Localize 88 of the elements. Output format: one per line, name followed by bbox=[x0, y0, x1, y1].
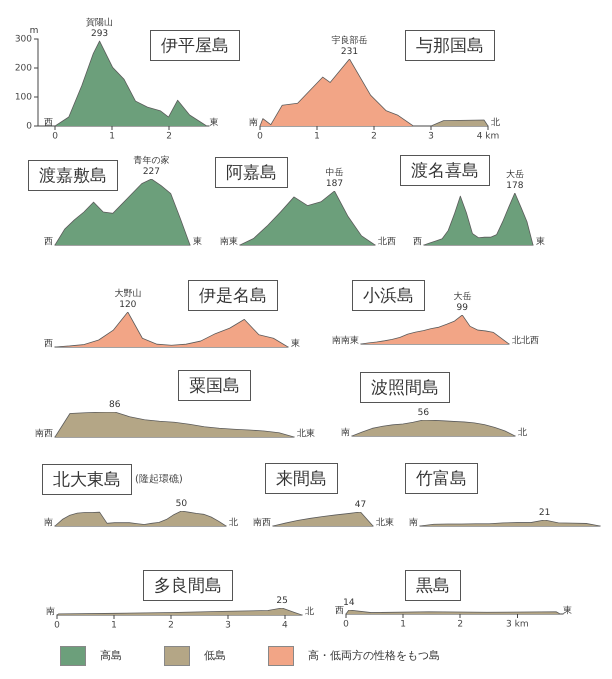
x-tick-label: 2 bbox=[168, 620, 174, 631]
chart-title: 与那国島 bbox=[405, 30, 495, 61]
category-label: 高・低両方の性格をもつ島 bbox=[307, 648, 440, 664]
annotation: 東 bbox=[563, 604, 572, 616]
text: 東 bbox=[291, 338, 300, 349]
annotation: 青年の家 bbox=[133, 154, 170, 166]
chart-title: 多良間島 bbox=[143, 570, 233, 601]
text: 南南東 bbox=[332, 334, 359, 346]
chart-title: 小浜島 bbox=[352, 280, 425, 311]
annotation: 231 bbox=[340, 46, 358, 57]
text: 東 bbox=[536, 236, 545, 247]
annotation: 大岳 bbox=[506, 168, 524, 180]
annotation: 西 bbox=[335, 606, 344, 616]
chart-title: 渡名喜島 bbox=[400, 155, 490, 186]
x-tick-label: 1 bbox=[314, 132, 320, 142]
chart-title: 北大東島 bbox=[42, 464, 132, 495]
text: 西 bbox=[44, 338, 53, 349]
text: 北西 bbox=[378, 236, 396, 247]
text: 北東 bbox=[297, 428, 315, 439]
annotation: 南 bbox=[249, 116, 258, 128]
x-tick-label: 0 bbox=[54, 620, 60, 631]
y-axis-title: m bbox=[30, 26, 38, 36]
category-label: 高島 bbox=[99, 648, 122, 664]
chart-title: 竹富島 bbox=[405, 463, 478, 494]
y-tick-label: 200 bbox=[14, 63, 32, 74]
annotation: 中岳 bbox=[326, 166, 344, 178]
chart-title: 黒島 bbox=[405, 570, 461, 601]
x-tick-label: 3 bbox=[428, 132, 434, 142]
x-tick-label: 1 bbox=[109, 132, 115, 142]
annotation: 東 bbox=[210, 116, 219, 128]
text: 西 bbox=[413, 236, 422, 247]
text: 東 bbox=[193, 236, 202, 247]
annotation: 21 bbox=[538, 508, 550, 518]
y-tick-label: 0 bbox=[26, 121, 32, 132]
annotation: 227 bbox=[142, 166, 160, 177]
y-tick-label: 100 bbox=[14, 92, 32, 102]
annotation: 賀陽山 bbox=[86, 16, 114, 28]
text: 北 bbox=[518, 426, 527, 438]
chart-title: 渡嘉敷島 bbox=[28, 160, 118, 191]
text: 南 bbox=[341, 426, 350, 438]
x-tick-label: 3 km bbox=[506, 620, 529, 630]
text: 南 bbox=[409, 516, 418, 528]
annotation: 56 bbox=[418, 408, 430, 418]
chart-title: 来間島 bbox=[265, 463, 338, 494]
annotation: 大野山 bbox=[114, 288, 142, 299]
text: 南西 bbox=[35, 428, 53, 439]
text: 北北西 bbox=[512, 334, 539, 346]
chart-subtitle: (隆起環礁) bbox=[135, 472, 183, 486]
annotation: 宇良部岳 bbox=[331, 34, 368, 46]
chart-title: 粟国島 bbox=[178, 370, 251, 401]
annotation: 86 bbox=[109, 400, 121, 410]
chart-title: 波照間島 bbox=[360, 372, 450, 403]
annotation: 47 bbox=[354, 500, 366, 510]
text: 西 bbox=[44, 236, 53, 247]
chart-title: 阿嘉島 bbox=[215, 157, 288, 188]
x-tick-label: 1 bbox=[111, 620, 117, 631]
x-tick-label: 0 bbox=[52, 132, 58, 142]
annotation: 187 bbox=[326, 178, 344, 189]
x-tick-label: 1 bbox=[400, 620, 406, 630]
annotation: 178 bbox=[506, 180, 524, 191]
annotation: 大岳 bbox=[453, 290, 472, 302]
x-tick-label: 0 bbox=[343, 620, 350, 630]
annotation: 120 bbox=[119, 300, 137, 310]
text: 南東 bbox=[220, 236, 238, 247]
y-tick-label: 300 bbox=[14, 34, 32, 44]
annotation: 293 bbox=[90, 28, 108, 39]
chart-title: 伊平屋島 bbox=[150, 30, 240, 61]
x-tick-label: 2 bbox=[371, 132, 377, 142]
text: 南 bbox=[44, 516, 53, 528]
annotation: 50 bbox=[176, 498, 188, 509]
annotation: 北 bbox=[305, 606, 314, 617]
text: 北東 bbox=[376, 516, 394, 528]
text: 南西 bbox=[253, 516, 271, 528]
x-tick-label: 3 bbox=[225, 620, 231, 631]
chart-title: 伊是名島 bbox=[188, 280, 278, 311]
annotation: 北 bbox=[491, 116, 500, 128]
annotation: 99 bbox=[456, 302, 468, 313]
x-tick-label: 2 bbox=[457, 620, 464, 630]
x-tick-label: 0 bbox=[257, 132, 264, 142]
annotation: 西 bbox=[44, 118, 54, 128]
annotation: 14 bbox=[343, 598, 355, 608]
annotation: 25 bbox=[276, 596, 288, 606]
x-tick-label: 4 km bbox=[476, 132, 500, 142]
text: 北 bbox=[229, 516, 238, 528]
x-tick-label: 4 bbox=[282, 620, 288, 631]
x-tick-label: 2 bbox=[166, 132, 172, 142]
annotation: 南 bbox=[46, 606, 55, 617]
category-label: 低島 bbox=[203, 648, 226, 664]
